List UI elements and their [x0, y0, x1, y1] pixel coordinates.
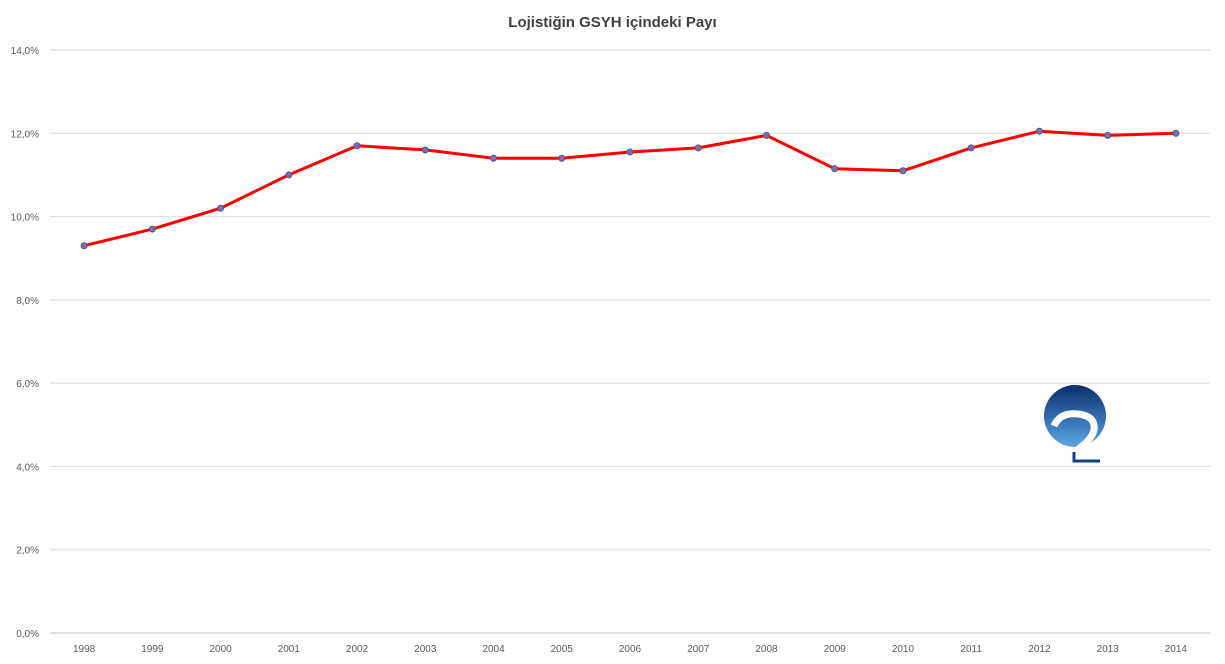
- x-axis-ticks: 1998 1999 2000 2001 2002 2003 2004 2005 2006 2007…: [73, 644, 1187, 655]
- x-tick-label: 2002: [346, 644, 369, 655]
- x-tick-label: 1998: [73, 644, 96, 655]
- x-tick-label: 2003: [414, 644, 437, 655]
- data-point: [80, 242, 88, 250]
- data-point: [558, 154, 566, 162]
- x-tick-label: 2006: [619, 644, 642, 655]
- series-line: [83, 129, 1176, 248]
- x-tick-label: 2008: [755, 644, 778, 655]
- x-tick-label: 2009: [824, 644, 847, 655]
- grid-lines: [50, 49, 1210, 634]
- series-layer: [83, 129, 1176, 248]
- chart-title: Lojistiğin GSYH içindeki Payı: [508, 14, 717, 31]
- data-point: [831, 165, 839, 173]
- data-point: [217, 204, 225, 212]
- data-point: [762, 131, 770, 139]
- y-tick-label: 14,0%: [11, 46, 39, 57]
- data-point: [353, 142, 361, 150]
- data-point: [490, 154, 498, 162]
- data-point: [694, 144, 702, 152]
- circle-2-logo-icon: [1044, 385, 1106, 465]
- marker-layer: [80, 127, 1180, 250]
- x-tick-label: 2012: [1028, 644, 1051, 655]
- data-point: [148, 225, 156, 233]
- y-tick-label: 10,0%: [11, 213, 39, 224]
- y-tick-label: 0,0%: [16, 629, 39, 640]
- x-tick-label: 2014: [1165, 644, 1188, 655]
- data-point: [421, 146, 429, 154]
- x-tick-label: 2013: [1097, 644, 1120, 655]
- y-tick-label: 12,0%: [11, 129, 39, 140]
- data-point: [899, 167, 907, 175]
- x-tick-label: 2010: [892, 644, 915, 655]
- x-tick-label: 2007: [687, 644, 710, 655]
- data-point: [285, 171, 293, 179]
- data-point: [626, 148, 634, 156]
- x-tick-label: 1999: [141, 644, 164, 655]
- x-tick-label: 2005: [551, 644, 574, 655]
- x-tick-label: 2000: [209, 644, 232, 655]
- y-axis-ticks: 0,0% 2,0% 4,0% 6,0% 8,0% 10,0% 12,0% 14,0%: [11, 46, 39, 640]
- x-tick-label: 2004: [482, 644, 505, 655]
- data-point: [1104, 131, 1112, 139]
- data-point: [967, 144, 975, 152]
- y-tick-label: 2,0%: [16, 546, 39, 557]
- x-tick-label: 2001: [278, 644, 301, 655]
- y-tick-label: 4,0%: [16, 462, 39, 473]
- data-point: [1035, 127, 1043, 135]
- data-point: [1172, 129, 1180, 137]
- x-tick-label: 2011: [960, 644, 982, 655]
- y-tick-label: 8,0%: [16, 296, 39, 307]
- y-tick-label: 6,0%: [16, 379, 39, 390]
